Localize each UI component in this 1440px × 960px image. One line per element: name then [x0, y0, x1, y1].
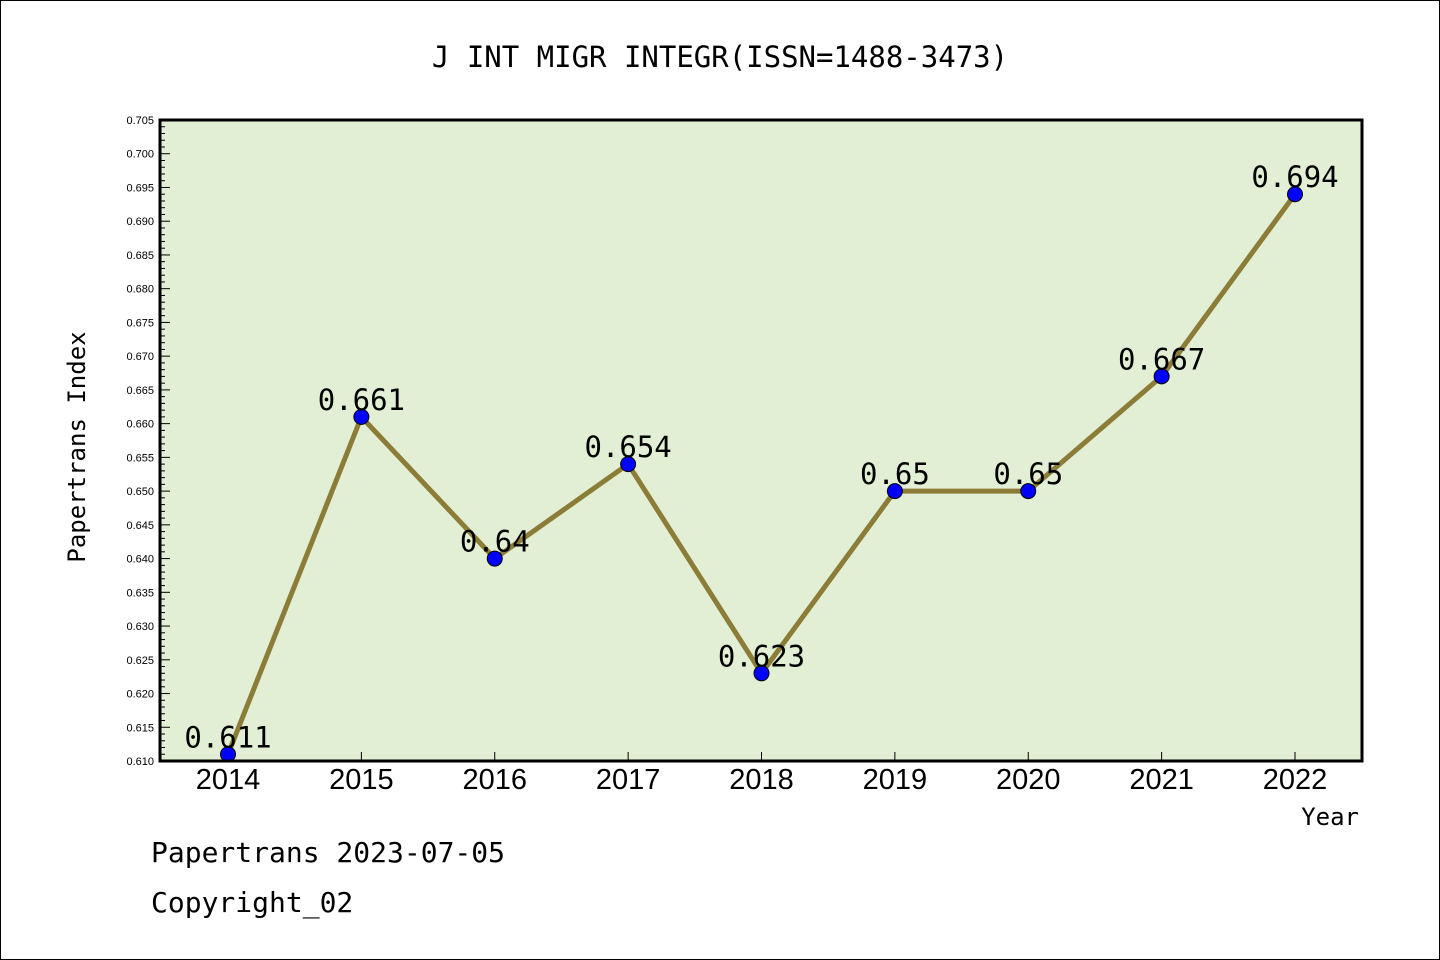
y-tick-label: 0.635 [126, 587, 154, 599]
data-label: 0.65 [993, 457, 1063, 491]
y-tick-label: 0.700 [126, 149, 154, 161]
footer-copyright: Copyright_02 [151, 886, 354, 919]
data-label: 0.694 [1251, 160, 1338, 194]
y-tick-label: 0.630 [126, 621, 154, 633]
y-tick-label: 0.685 [126, 250, 154, 262]
x-axis-label: Year [1301, 803, 1359, 831]
y-tick-label: 0.670 [126, 351, 154, 363]
y-tick-label: 0.705 [126, 115, 154, 127]
y-tick-label: 0.625 [126, 655, 154, 667]
data-label: 0.623 [718, 639, 805, 673]
chart-title: J INT MIGR INTEGR(ISSN=1488-3473) [432, 40, 1008, 74]
data-point [1020, 483, 1037, 500]
y-tick-label: 0.650 [126, 486, 154, 498]
y-tick-label: 0.665 [126, 385, 154, 397]
series-group: 0.611 0.661 0.64 0.654 0.623 0.65 0.65 0.667 0.6… [184, 160, 1339, 763]
y-axis: 0.610 0.615 0.620 0.625 0.630 0.635 0.640 0.645… [126, 115, 170, 768]
x-tick-label: 2021 [1129, 764, 1194, 796]
data-label: 0.661 [318, 383, 405, 417]
data-point [486, 550, 503, 567]
plot-border [158, 118, 1364, 763]
x-axis: 2014 2015 2016 2017 2018 2019 2020 2021 2022 [196, 752, 1328, 796]
y-tick-label: 0.680 [126, 284, 154, 296]
data-point [620, 456, 637, 473]
x-tick-label: 2018 [729, 764, 794, 796]
data-point [1153, 368, 1170, 385]
data-point [753, 665, 770, 682]
y-tick-label: 0.655 [126, 452, 154, 464]
y-tick-label: 0.690 [126, 216, 154, 228]
x-tick-label: 2020 [996, 764, 1061, 796]
data-label: 0.64 [460, 525, 530, 559]
y-tick-label: 0.660 [126, 419, 154, 431]
x-tick-label: 2016 [462, 764, 527, 796]
plot-area [160, 120, 1362, 761]
data-label: 0.654 [584, 430, 671, 464]
y-tick-label: 0.695 [126, 182, 154, 194]
y-tick-label: 0.620 [126, 689, 154, 701]
y-tick-label: 0.610 [126, 756, 154, 768]
data-point [1287, 186, 1303, 203]
x-tick-label: 2015 [329, 764, 394, 796]
x-tick-label: 2014 [196, 764, 261, 796]
y-tick-label: 0.645 [126, 520, 154, 532]
y-tick-label: 0.615 [126, 722, 154, 734]
footer-date: Papertrans 2023-07-05 [151, 836, 506, 869]
y-tick-label: 0.675 [126, 317, 154, 329]
x-tick-label: 2019 [863, 764, 928, 796]
data-point [886, 483, 903, 500]
y-axis-label: Papertrans Index [63, 331, 91, 562]
data-label: 0.611 [184, 720, 271, 754]
data-label: 0.667 [1118, 342, 1205, 376]
x-tick-label: 2022 [1263, 764, 1328, 796]
x-tick-label: 2017 [596, 764, 661, 796]
data-label: 0.65 [860, 457, 930, 491]
y-tick-label: 0.640 [126, 554, 154, 566]
data-point [353, 408, 370, 425]
